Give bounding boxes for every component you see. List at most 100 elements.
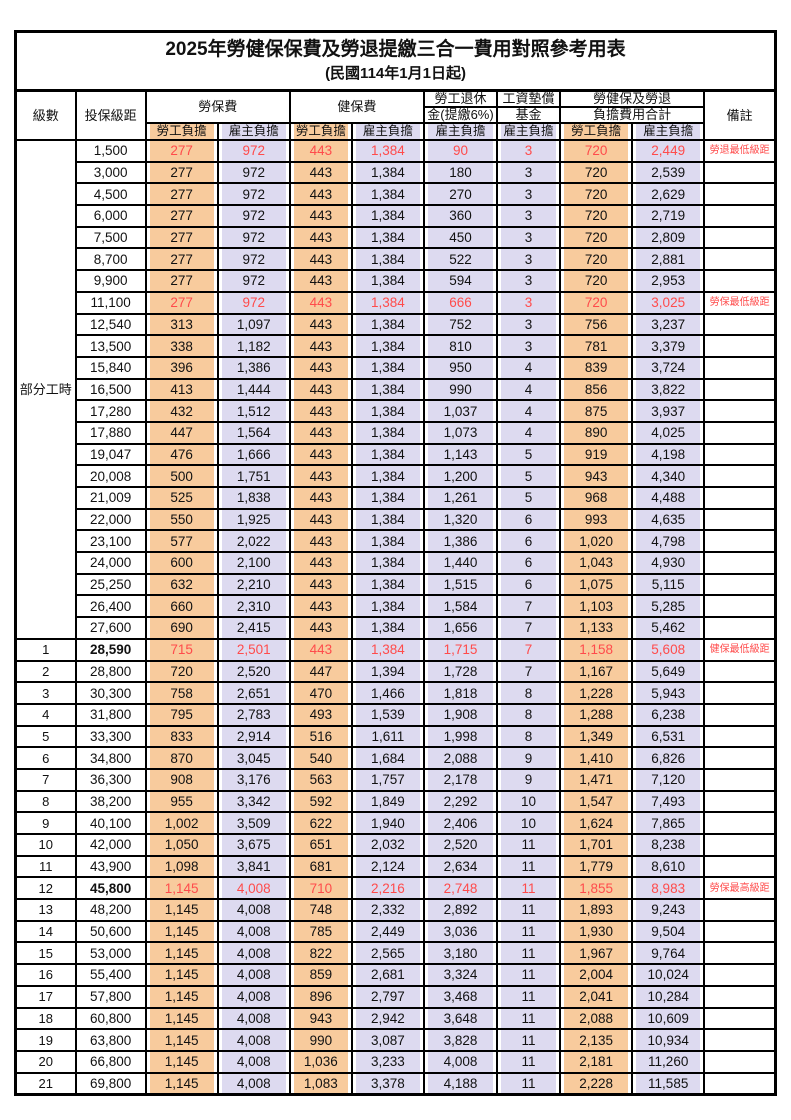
cell-health-employee: 943 — [288, 1006, 353, 1031]
cell-salary-bracket: 38,200 — [74, 789, 147, 814]
header-remark: 備註 — [703, 89, 777, 141]
cell-salary-bracket: 63,800 — [74, 1028, 147, 1052]
cell-pension-employer: 1,440 — [422, 551, 499, 575]
cell-total-employer: 3,937 — [631, 399, 706, 423]
cell-health-employee: 443 — [288, 399, 353, 423]
header-total-line1: 勞健保及勞退 — [559, 89, 706, 108]
cell-remark — [703, 941, 777, 966]
header-wage-fund-line1: 工資墊償 — [496, 89, 562, 108]
cell-wage-fund-employer: 7 — [496, 659, 562, 684]
cell-salary-bracket: 24,000 — [74, 551, 147, 575]
cell-health-employee: 1,083 — [288, 1071, 353, 1096]
cell-labor-employer: 4,008 — [216, 1006, 291, 1031]
cell-pension-employer: 450 — [422, 225, 499, 250]
cell-labor-employee: 277 — [144, 139, 219, 163]
cell-pension-employer: 3,180 — [422, 941, 499, 966]
cell-level: 5 — [14, 724, 77, 749]
cell-salary-bracket: 50,600 — [74, 919, 147, 944]
cell-labor-employee: 795 — [144, 702, 219, 727]
cell-labor-employee: 833 — [144, 724, 219, 749]
cell-wage-fund-employer: 11 — [496, 833, 562, 857]
cell-total-employee: 1,779 — [559, 854, 634, 879]
cell-salary-bracket: 69,800 — [74, 1071, 147, 1096]
page-subtitle: (民國114年1月1日起) — [325, 65, 466, 82]
table-row: 18 60,800 1,145 4,008 943 2,942 3,648 11 2,088 10… — [14, 1006, 777, 1031]
cell-total-employee: 720 — [559, 269, 634, 293]
cell-labor-employer: 4,008 — [216, 876, 291, 901]
cell-labor-employee: 277 — [144, 269, 219, 293]
cell-salary-bracket: 25,250 — [74, 572, 147, 597]
cell-level: 18 — [14, 1006, 77, 1031]
cell-salary-bracket: 4,500 — [74, 182, 147, 207]
table-row: 27,600 690 2,415 443 1,384 1,656 7 1,133 5,462 — [16, 616, 777, 640]
cell-total-employer: 3,025 — [631, 290, 706, 315]
cell-health-employer: 2,942 — [350, 1006, 425, 1031]
cell-labor-employee: 1,098 — [144, 854, 219, 879]
cell-wage-fund-employer: 3 — [496, 204, 562, 228]
cell-health-employee: 651 — [288, 833, 353, 857]
cell-remark — [703, 963, 777, 987]
cell-health-employee: 443 — [288, 529, 353, 554]
cell-total-employee: 1,103 — [559, 594, 634, 619]
cell-health-employer: 2,449 — [350, 919, 425, 944]
cell-wage-fund-employer: 11 — [496, 898, 562, 922]
cell-total-employee: 720 — [559, 290, 634, 315]
subheader-wage-fund-employer: 雇主負擔 — [496, 122, 562, 141]
cell-wage-fund-employer: 8 — [496, 702, 562, 727]
cell-total-employee: 1,043 — [559, 551, 634, 575]
cell-total-employer: 9,243 — [631, 898, 706, 922]
table-row: 15 53,000 1,145 4,008 822 2,565 3,180 11 1,967 9,… — [14, 941, 777, 966]
cell-wage-fund-employer: 9 — [496, 746, 562, 770]
table-body: 部分工時 1,500 277 972 443 1,384 90 3 720 2,449 勞退最低級距… — [14, 139, 777, 1096]
cell-total-employer: 3,724 — [631, 355, 706, 380]
cell-health-employer: 1,384 — [350, 204, 425, 228]
cell-labor-employer: 4,008 — [216, 963, 291, 987]
cell-pension-employer: 3,648 — [422, 1006, 499, 1031]
cell-total-employer: 4,798 — [631, 529, 706, 554]
cell-salary-bracket: 60,800 — [74, 1006, 147, 1031]
cell-health-employer: 2,332 — [350, 898, 425, 922]
cell-salary-bracket: 9,900 — [74, 269, 147, 293]
cell-total-employer: 6,238 — [631, 702, 706, 727]
cell-total-employee: 1,133 — [559, 616, 634, 640]
cell-labor-employer: 972 — [216, 225, 291, 250]
cell-wage-fund-employer: 3 — [496, 225, 562, 250]
cell-labor-employee: 715 — [144, 637, 219, 662]
cell-level: 9 — [14, 811, 77, 835]
cell-pension-employer: 2,634 — [422, 854, 499, 879]
cell-health-employer: 1,384 — [350, 442, 425, 467]
cell-labor-employee: 413 — [144, 377, 219, 402]
cell-wage-fund-employer: 3 — [496, 160, 562, 185]
table-row: 10 42,000 1,050 3,675 651 2,032 2,520 11 1,701 8,… — [14, 833, 777, 857]
cell-total-employer: 8,983 — [631, 876, 706, 901]
header-salary-bracket: 投保級距 — [74, 89, 147, 141]
cell-labor-employer: 1,097 — [216, 312, 291, 337]
cell-health-employer: 1,384 — [350, 355, 425, 380]
table-row: 15,840 396 1,386 443 1,384 950 4 839 3,724 — [16, 355, 777, 380]
cell-labor-employee: 447 — [144, 420, 219, 445]
cell-total-employer: 10,609 — [631, 1006, 706, 1031]
cell-health-employee: 681 — [288, 854, 353, 879]
cell-health-employer: 1,384 — [350, 594, 425, 619]
cell-salary-bracket: 36,300 — [74, 767, 147, 792]
cell-total-employer: 7,865 — [631, 811, 706, 835]
cell-total-employee: 1,228 — [559, 681, 634, 705]
cell-salary-bracket: 22,000 — [74, 507, 147, 532]
cell-labor-employer: 2,914 — [216, 724, 291, 749]
cell-pension-employer: 1,073 — [422, 420, 499, 445]
cell-health-employer: 1,384 — [350, 399, 425, 423]
cell-pension-employer: 90 — [422, 139, 499, 163]
cell-health-employer: 1,384 — [350, 247, 425, 272]
cell-salary-bracket: 6,000 — [74, 204, 147, 228]
cell-labor-employer: 972 — [216, 247, 291, 272]
cell-wage-fund-employer: 5 — [496, 464, 562, 488]
cell-total-employee: 1,288 — [559, 702, 634, 727]
cell-salary-bracket: 3,000 — [74, 160, 147, 185]
table-row: 11 43,900 1,098 3,841 681 2,124 2,634 11 1,779 8,… — [14, 854, 777, 879]
cell-salary-bracket: 13,500 — [74, 334, 147, 358]
cell-health-employer: 3,233 — [350, 1049, 425, 1074]
cell-labor-employee: 313 — [144, 312, 219, 337]
header-pension-line2: 金(提繳6%) — [422, 106, 499, 124]
cell-level-part-time: 部分工時 — [14, 139, 77, 640]
